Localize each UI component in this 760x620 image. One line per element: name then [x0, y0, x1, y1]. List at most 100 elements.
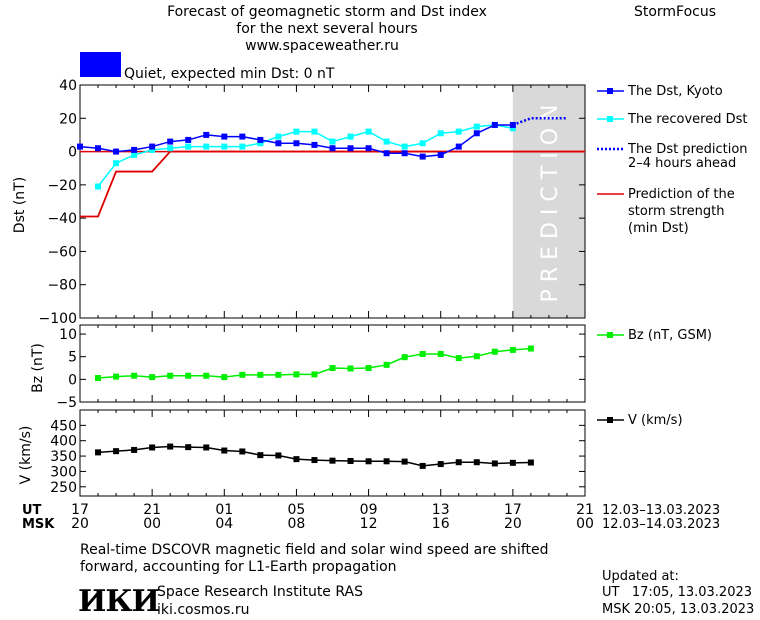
- bz-point: [113, 373, 120, 380]
- y-tick-label: 300: [50, 464, 77, 480]
- bz-point: [239, 371, 246, 378]
- recovered-dst-point: [401, 143, 408, 150]
- dst-kyoto-point: [239, 133, 246, 140]
- v-point: [509, 459, 516, 466]
- recovered-dst-point: [347, 133, 354, 140]
- recovered-dst-point: [131, 151, 138, 158]
- bz-point: [257, 371, 264, 378]
- series-layer: [77, 117, 585, 469]
- bz-point: [347, 365, 354, 372]
- dst-kyoto-point: [401, 150, 408, 157]
- y-tick-label: −20: [47, 178, 77, 194]
- dst-kyoto-point: [491, 121, 498, 128]
- v-point: [437, 461, 444, 468]
- dst-kyoto-point: [365, 145, 372, 152]
- y-tick-label: 0: [68, 372, 77, 388]
- footer-note-line2: forward, accounting for L1-Earth propaga…: [80, 559, 397, 575]
- dst-kyoto-point: [113, 148, 120, 155]
- dst-kyoto-point: [311, 141, 318, 148]
- legend-dst-prediction-label-1: The Dst prediction: [627, 142, 748, 157]
- v-point: [131, 446, 138, 453]
- ut-tick-label: 17: [71, 502, 89, 518]
- recovered-dst-point: [113, 160, 120, 167]
- bz-point: [293, 371, 300, 378]
- ut-label: UT: [22, 503, 42, 518]
- ut-tick-label: 21: [143, 502, 161, 518]
- v-point: [329, 457, 336, 464]
- recovered-dst-point: [311, 128, 318, 135]
- v-point: [257, 452, 264, 459]
- v-point: [185, 444, 192, 451]
- dst-kyoto-point: [149, 143, 156, 150]
- y-tick-label: 0: [68, 145, 77, 161]
- bz-point: [167, 372, 174, 379]
- v-point: [293, 456, 300, 463]
- recovered-dst-point: [437, 130, 444, 137]
- iki-logo: ИКИ: [78, 584, 160, 619]
- recovered-dst-point: [293, 128, 300, 135]
- v-point: [347, 457, 354, 464]
- dst-kyoto-point: [347, 145, 354, 152]
- dst-axis-label: Dst (nT): [12, 177, 28, 233]
- legend-recovered-dst-marker: [607, 116, 613, 122]
- chart-title-line1: Forecast of geomagnetic storm and Dst in…: [167, 4, 487, 20]
- v-point: [383, 458, 390, 465]
- y-tick-label: 5: [68, 350, 77, 366]
- v-point: [311, 457, 318, 464]
- v-point: [149, 444, 156, 451]
- brand-name: StormFocus: [634, 4, 716, 20]
- bz-panel-frame: [79, 324, 586, 403]
- dst-kyoto-point: [419, 153, 426, 160]
- v-point: [473, 459, 480, 466]
- legend-storm-strength-label-1: Prediction of the: [628, 187, 735, 202]
- y-tick-label: 250: [50, 480, 77, 496]
- dst-kyoto-point: [275, 140, 282, 147]
- v-point: [419, 462, 426, 469]
- dst-kyoto-point: [455, 143, 462, 150]
- updated-msk: MSK 20:05, 13.03.2023: [602, 602, 755, 617]
- legend-dst-prediction-label-2: 2–4 hours ahead: [628, 156, 736, 171]
- bz-point: [455, 355, 462, 362]
- v-point: [167, 443, 174, 450]
- msk-tick-label: 08: [288, 516, 306, 532]
- msk-tick-label: 20: [504, 516, 522, 532]
- v-point: [491, 460, 498, 467]
- recovered-dst-point: [167, 145, 174, 152]
- v-panel-frame: [79, 409, 586, 497]
- recovered-dst-point: [203, 143, 210, 150]
- y-tick-label: 400: [50, 434, 77, 450]
- ut-tick-label: 21: [576, 502, 594, 518]
- legend-bz-label: Bz (nT, GSM): [628, 328, 712, 343]
- v-point: [95, 449, 102, 456]
- dst-kyoto-point: [185, 136, 192, 143]
- institute-url[interactable]: iki.cosmos.ru: [157, 602, 250, 618]
- ut-tick-label: 09: [360, 502, 378, 518]
- msk-date-range: 12.03–14.03.2023: [602, 517, 720, 532]
- legend-dst-kyoto-marker: [607, 88, 613, 94]
- v-point: [527, 459, 534, 466]
- legend-dst-prediction: The Dst prediction 2–4 hours ahead: [597, 142, 748, 171]
- legend-bz: Bz (nT, GSM): [597, 328, 712, 343]
- prediction-zone: [512, 85, 585, 318]
- bz-point: [491, 348, 498, 355]
- v-point: [239, 448, 246, 455]
- v-point: [113, 448, 120, 455]
- dst-kyoto-point: [167, 138, 174, 145]
- v-point: [275, 452, 282, 459]
- recovered-dst-line: [97, 124, 513, 187]
- dst-prediction-line: [512, 117, 567, 127]
- recovered-dst-point: [365, 128, 372, 135]
- dst-kyoto-point: [203, 131, 210, 138]
- y-tick-label: 450: [50, 418, 77, 434]
- legend-recovered-dst: The recovered Dst: [597, 112, 747, 127]
- legend-storm-strength: Prediction of the storm strength (min Ds…: [597, 187, 735, 236]
- bz-point: [221, 374, 228, 381]
- bz-point: [131, 372, 138, 379]
- dst-kyoto-point: [473, 130, 480, 137]
- msk-tick-label: 00: [143, 516, 161, 532]
- msk-label: MSK: [22, 517, 55, 532]
- recovered-dst-point: [275, 133, 282, 140]
- v-point: [221, 447, 228, 454]
- bz-point: [437, 350, 444, 357]
